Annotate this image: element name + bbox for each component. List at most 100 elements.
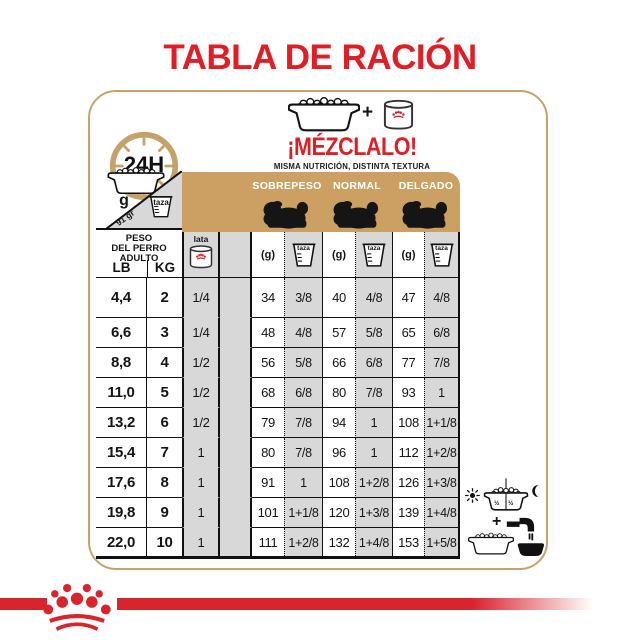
cell-delgado-grams: 112 (392, 438, 424, 468)
cup-header-cell: taza (355, 232, 392, 277)
cell-normal-grams: 132 (322, 528, 355, 558)
cell-spacer (220, 498, 252, 528)
unit-kg-header: KG (147, 260, 182, 277)
cell-delgado-cups: 1+1/8 (424, 408, 460, 438)
table-row: 11,0 5 1/2 68 6/8 80 7/8 93 1 (96, 378, 460, 408)
cell-sobrepeso-cups: 1+1/8 (284, 498, 322, 528)
half-ration-label: ½ (508, 500, 514, 507)
category-label: SOBREPESO (252, 180, 322, 192)
cell-delgado-cups: 1 (424, 378, 460, 408)
weight-header-line: ADULTO (119, 253, 159, 264)
measuring-cup-icon: taza (149, 193, 173, 220)
cell-normal-grams: 120 (322, 498, 355, 528)
cell-sobrepeso-grams: 68 (252, 378, 284, 408)
table-row: 6,6 3 1/4 48 4/8 57 5/8 65 6/8 (96, 318, 460, 348)
moon-icon (532, 485, 539, 497)
cell-sobrepeso-grams: 111 (252, 528, 284, 558)
divider-line (96, 228, 182, 230)
category-normal: NORMAL (322, 172, 392, 232)
cell-sobrepeso-cups: 7/8 (284, 438, 322, 468)
cell-sobrepeso-cups: 1+2/8 (284, 528, 322, 558)
cell-normal-cups: 1 (355, 438, 392, 468)
cell-delgado-grams: 65 (392, 318, 424, 348)
cell-normal-cups: 1+2/8 (355, 468, 392, 498)
split-ration-bowl-icon (483, 478, 529, 511)
kibble-bowl-icon (288, 97, 360, 132)
cell-can-amount: 1 (182, 438, 220, 468)
weight-header-line: DEL PERRO (111, 243, 167, 254)
kibble-bowl-icon (468, 532, 514, 555)
ration-table-body: 4,4 2 1/4 34 3/8 40 4/8 47 4/8 6,6 3 1/4… (96, 278, 460, 558)
cell-sobrepeso-cups: 4/8 (284, 318, 322, 348)
cell-spacer (220, 438, 252, 468)
cup-label: taza (367, 245, 381, 252)
cell-spacer (220, 318, 252, 348)
cell-normal-cups: 1 (355, 408, 392, 438)
cell-delgado-cups: 7/8 (424, 348, 460, 378)
cell-normal-grams: 108 (322, 468, 355, 498)
mix-subline: MISMA NUTRICIÓN, DISTINTA TEXTURA (273, 162, 431, 171)
cell-normal-cups: 4/8 (355, 278, 392, 318)
cell-normal-grams: 57 (322, 318, 355, 348)
cell-sobrepeso-cups: 5/8 (284, 348, 322, 378)
table-row: 22,0 10 1 111 1+2/8 132 1+4/8 153 1+5/8 (96, 528, 460, 558)
category-label: NORMAL (333, 180, 381, 192)
cell-weight-kg: 2 (147, 278, 182, 318)
half-ration-label: ½ (494, 500, 500, 507)
cell-weight-lb: 15,4 (96, 438, 147, 468)
cell-weight-lb: 4,4 (96, 278, 147, 318)
wet-food-can-icon (189, 245, 213, 269)
table-row: 19,8 9 1 101 1+1/8 120 1+3/8 139 1+4/8 (96, 498, 460, 528)
cell-delgado-grams: 108 (392, 408, 424, 438)
cell-can-amount: 1/2 (182, 408, 220, 438)
cell-weight-lb: 6,6 (96, 318, 147, 348)
plus-icon: + (362, 102, 374, 123)
cell-delgado-grams: 153 (392, 528, 424, 558)
dog-silhouette-icon (333, 201, 379, 229)
table-row: 4,4 2 1/4 34 3/8 40 4/8 47 4/8 (96, 278, 460, 318)
cell-sobrepeso-grams: 56 (252, 348, 284, 378)
cell-weight-kg: 4 (147, 348, 182, 378)
cell-weight-lb: 11,0 (96, 378, 147, 408)
category-label: DELGADO (398, 180, 454, 192)
table-row: 15,4 7 1 80 7/8 96 1 112 1+2/8 (96, 438, 460, 468)
cell-sobrepeso-grams: 101 (252, 498, 284, 528)
cell-can-amount: 1/4 (182, 318, 220, 348)
cell-can-amount: 1/4 (182, 278, 220, 318)
cell-spacer (220, 468, 252, 498)
cell-sobrepeso-grams: 80 (252, 438, 284, 468)
cell-sobrepeso-cups: 3/8 (284, 278, 322, 318)
cell-weight-kg: 10 (147, 528, 182, 558)
weight-header-cell: PESO DEL PERRO ADULTO LB KG (96, 232, 182, 277)
cell-spacer (220, 278, 252, 318)
cell-normal-cups: 6/8 (355, 348, 392, 378)
cell-delgado-cups: 1+3/8 (424, 468, 460, 498)
cup-label: taza (435, 245, 448, 252)
cup-label: taza (153, 198, 169, 207)
page-title: TABLA DE RACIÓN (163, 38, 477, 77)
cell-delgado-cups: 1+4/8 (424, 498, 460, 528)
cell-normal-grams: 96 (322, 438, 355, 468)
brand-band-fade (117, 598, 640, 610)
cell-sobrepeso-cups: 7/8 (284, 408, 322, 438)
cell-delgado-cups: 1+5/8 (424, 528, 460, 558)
cell-delgado-grams: 93 (392, 378, 424, 408)
cell-delgado-cups: 4/8 (424, 278, 460, 318)
cell-can-amount: 1/2 (182, 378, 220, 408)
table-row: 8,8 4 1/2 56 5/8 66 6/8 77 7/8 (96, 348, 460, 378)
cell-weight-lb: 17,6 (96, 468, 147, 498)
grams-header-cell: (g) (322, 232, 355, 277)
cell-weight-lb: 19,8 (96, 498, 147, 528)
grams-unit-label: g (119, 192, 129, 209)
cell-weight-lb: 22,0 (96, 528, 147, 558)
cell-delgado-grams: 126 (392, 468, 424, 498)
cell-can-amount: 1 (182, 528, 220, 558)
cell-sobrepeso-grams: 48 (252, 318, 284, 348)
cup-header-cell: taza (424, 232, 460, 277)
category-sobrepeso: SOBREPESO (252, 172, 322, 232)
mix-headline: ¡MÉZCLALO! (287, 133, 417, 161)
cell-can-amount: 1 (182, 468, 220, 498)
cell-normal-cups: 5/8 (355, 318, 392, 348)
cell-can-amount: 1 (182, 498, 220, 528)
